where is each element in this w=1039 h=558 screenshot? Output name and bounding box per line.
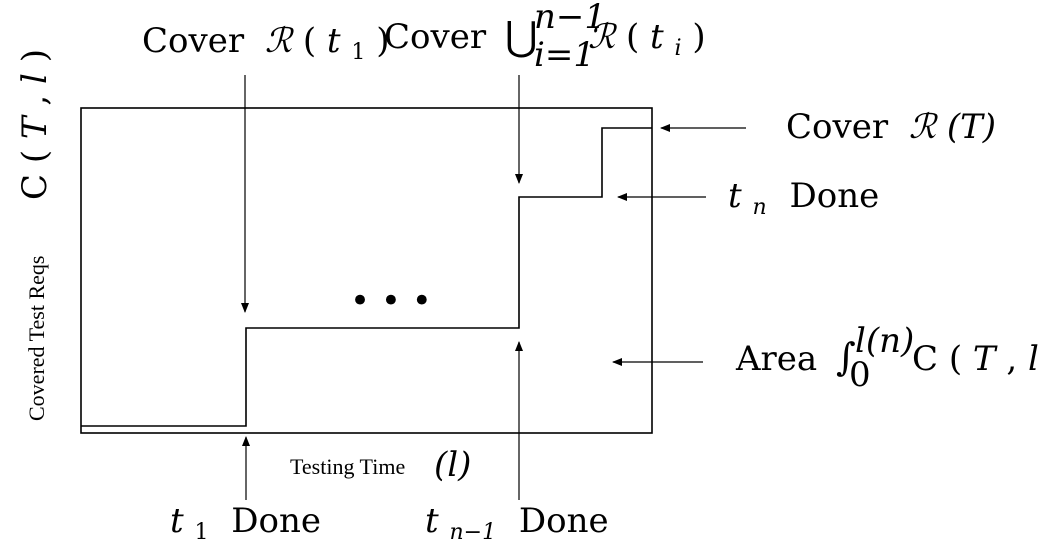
label-area-expr: C ( T , l ): [912, 339, 1039, 379]
label-cover-first: Cover ℛ ( t 1 ): [142, 21, 389, 68]
label-tn-done-var: t: [728, 176, 742, 216]
label-cover-first-word: Cover: [142, 21, 245, 61]
label-cover-all-arg: (T): [947, 107, 996, 147]
label-area-sep: ,: [1006, 339, 1028, 379]
label-cover-union-close: ): [692, 17, 705, 57]
label-cover-first-symbol: ℛ: [265, 21, 295, 61]
x-axis-symbol: (l): [434, 445, 471, 485]
label-area-integral: ∫: [836, 335, 856, 379]
label-cover-first-sub: 1: [351, 40, 365, 65]
label-area-open: (: [949, 339, 962, 379]
y-axis-func: C: [15, 174, 55, 200]
label-cover-union-var: t: [650, 17, 664, 57]
label-tn1-done-var: t: [425, 501, 439, 541]
label-cover-first-close: ): [376, 21, 389, 61]
label-cover-union-symbol: ℛ: [588, 17, 618, 57]
label-area-lower: 0: [849, 355, 871, 395]
label-cover-union-upper: n−1: [534, 0, 606, 37]
label-cover-union: Cover ⋃: [384, 14, 538, 60]
label-tn-done-sub: n: [752, 195, 766, 220]
coverage-step-curve: [81, 127, 652, 427]
label-cover-union-arg: ℛ ( t i ): [588, 17, 706, 64]
label-tn1-done: t n−1 Done: [425, 501, 609, 548]
label-cover-all-symbol: ℛ: [909, 107, 939, 147]
label-cover-union-op: ⋃: [505, 14, 538, 60]
label-tn1-done-sub: n−1: [449, 520, 496, 545]
label-cover-union-lower: i=1: [534, 35, 595, 75]
label-cover-all: Cover ℛ (T): [786, 107, 996, 147]
label-cover-first-var: t: [327, 21, 341, 61]
label-area: Area ∫: [735, 335, 856, 379]
label-cover-union-sub: i: [675, 36, 682, 61]
label-tn1-done-word: Done: [519, 501, 609, 541]
label-t1-done-sub: 1: [194, 520, 208, 545]
y-axis-symbol: C ( T , l ): [15, 49, 55, 200]
label-tn-done: t n Done: [728, 176, 879, 223]
label-area-upper: l(n): [855, 321, 914, 361]
label-t1-done-word: Done: [231, 501, 321, 541]
y-axis-sep: ,: [15, 95, 55, 106]
y-axis-var2: l: [15, 73, 55, 84]
label-area-word: Area: [735, 339, 817, 379]
label-area-var2: l: [1028, 339, 1039, 379]
y-axis-label: Covered Test Reqs: [24, 256, 49, 421]
label-cover-union-word: Cover: [384, 17, 487, 57]
label-area-func: C: [912, 339, 938, 379]
label-t1-done: t 1 Done: [170, 501, 321, 548]
y-axis-open: (: [15, 150, 55, 163]
label-tn-done-word: Done: [789, 176, 879, 216]
label-cover-union-open: (: [626, 17, 639, 57]
label-area-var1: T: [973, 339, 998, 379]
y-axis-var1: T: [15, 114, 55, 139]
label-cover-first-open: (: [303, 21, 316, 61]
label-t1-done-var: t: [170, 501, 184, 541]
y-axis-close: ): [15, 49, 55, 62]
label-cover-all-word: Cover: [786, 107, 889, 147]
x-axis-label: Testing Time: [290, 454, 405, 479]
ellipsis-dots: • • •: [350, 281, 432, 321]
plot-frame: [80, 107, 653, 434]
